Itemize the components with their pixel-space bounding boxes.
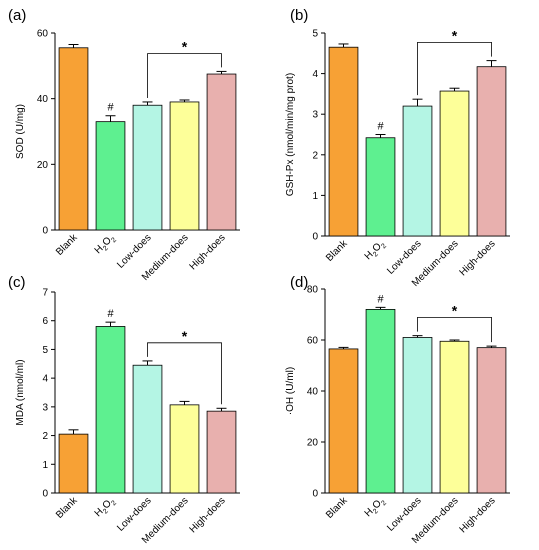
category-label: High-does — [188, 232, 228, 272]
hash-mark: # — [107, 102, 114, 114]
bar-h2o2 — [95, 121, 126, 231]
bar-blank — [328, 46, 359, 237]
chart-panel-3: (c) 0 1 2 3 4 5 6 7 MDA (nmol/ml) Blank H2O2Low-doe… — [8, 274, 240, 546]
y-tick-label: 5 — [312, 29, 318, 40]
y-tick-label: 60 — [307, 336, 319, 347]
bar-high-does — [206, 73, 237, 231]
significance-star: * — [452, 27, 458, 43]
bar-medium-does — [439, 90, 470, 237]
y-tick-label: 6 — [42, 316, 48, 327]
hash-mark: # — [377, 121, 384, 133]
significance-star: * — [182, 328, 188, 344]
y-tick-label: 60 — [37, 29, 49, 40]
bar-low-does — [132, 104, 163, 231]
panel-label: (a) — [8, 7, 26, 24]
category-label: Low-does — [115, 232, 153, 270]
category-label: High-does — [188, 495, 228, 535]
significance-star: * — [452, 302, 458, 318]
y-tick-label: 2 — [312, 150, 318, 161]
y-tick-label: 1 — [312, 191, 318, 202]
y-axis-title: MDA (nmol/ml) — [15, 359, 26, 425]
significance-bracket — [147, 342, 222, 405]
category-label: Blank — [324, 238, 350, 264]
category-label: High-does — [458, 238, 498, 278]
bar-high-does — [476, 347, 507, 494]
y-axis-title: GSH-Px (nmol/min/mg prot) — [285, 73, 296, 196]
bar-medium-does — [439, 340, 470, 494]
y-axis-title: SOD (U/mg) — [15, 104, 26, 159]
bar-h2o2 — [365, 137, 396, 237]
y-tick-label: 80 — [307, 285, 319, 296]
y-tick-label: 20 — [37, 160, 49, 171]
bar-low-does — [402, 105, 433, 237]
hash-mark: # — [377, 293, 384, 305]
category-label: H2O2 — [93, 232, 118, 257]
y-tick-label: 20 — [307, 438, 319, 449]
y-tick-label: 3 — [42, 402, 48, 413]
category-label: Low-does — [115, 495, 153, 533]
y-tick-label: 0 — [312, 489, 318, 500]
category-label: Low-does — [385, 495, 423, 533]
bar-blank — [328, 348, 359, 494]
significance-star: * — [182, 39, 188, 55]
y-tick-label: 40 — [37, 94, 49, 105]
bar-low-does — [402, 337, 433, 494]
bar-blank — [58, 47, 89, 231]
y-axis-title: ·OH (U/ml) — [285, 367, 296, 415]
category-label: Blank — [54, 495, 80, 521]
category-label: H2O2 — [93, 495, 118, 520]
hash-mark: # — [107, 308, 114, 320]
y-tick-label: 1 — [42, 460, 48, 471]
y-tick-label: 5 — [42, 345, 48, 356]
significance-bracket — [417, 316, 492, 343]
chart-panel-2: (b) 0 1 2 3 4 5 GSH-Px (nmol/min/mg prot) Blank H… — [285, 7, 510, 289]
category-label: Low-does — [385, 238, 423, 276]
y-tick-label: 3 — [312, 110, 318, 121]
panel-label: (b) — [290, 7, 308, 24]
bar-high-does — [476, 66, 507, 237]
category-label: H2O2 — [363, 238, 388, 263]
bar-h2o2 — [365, 308, 396, 494]
y-tick-label: 0 — [312, 232, 318, 243]
y-tick-label: 0 — [42, 226, 48, 237]
bar-high-does — [206, 410, 237, 494]
significance-bracket — [147, 53, 222, 98]
y-tick-label: 4 — [312, 69, 318, 80]
y-tick-label: 2 — [42, 431, 48, 442]
y-tick-label: 7 — [42, 288, 48, 299]
category-label: Blank — [54, 232, 80, 258]
panel-label: (d) — [290, 274, 308, 291]
y-tick-label: 40 — [307, 387, 319, 398]
bar-h2o2 — [95, 326, 126, 494]
bar-medium-does — [169, 101, 200, 231]
category-label: High-does — [458, 495, 498, 535]
bar-low-does — [132, 364, 163, 494]
category-label: H2O2 — [363, 495, 388, 520]
y-tick-label: 4 — [42, 374, 48, 385]
bar-medium-does — [169, 404, 200, 494]
panel-label: (c) — [8, 274, 26, 291]
category-label: Blank — [324, 495, 350, 521]
bar-blank — [58, 433, 89, 494]
significance-bracket — [417, 41, 492, 96]
y-tick-label: 0 — [42, 489, 48, 500]
